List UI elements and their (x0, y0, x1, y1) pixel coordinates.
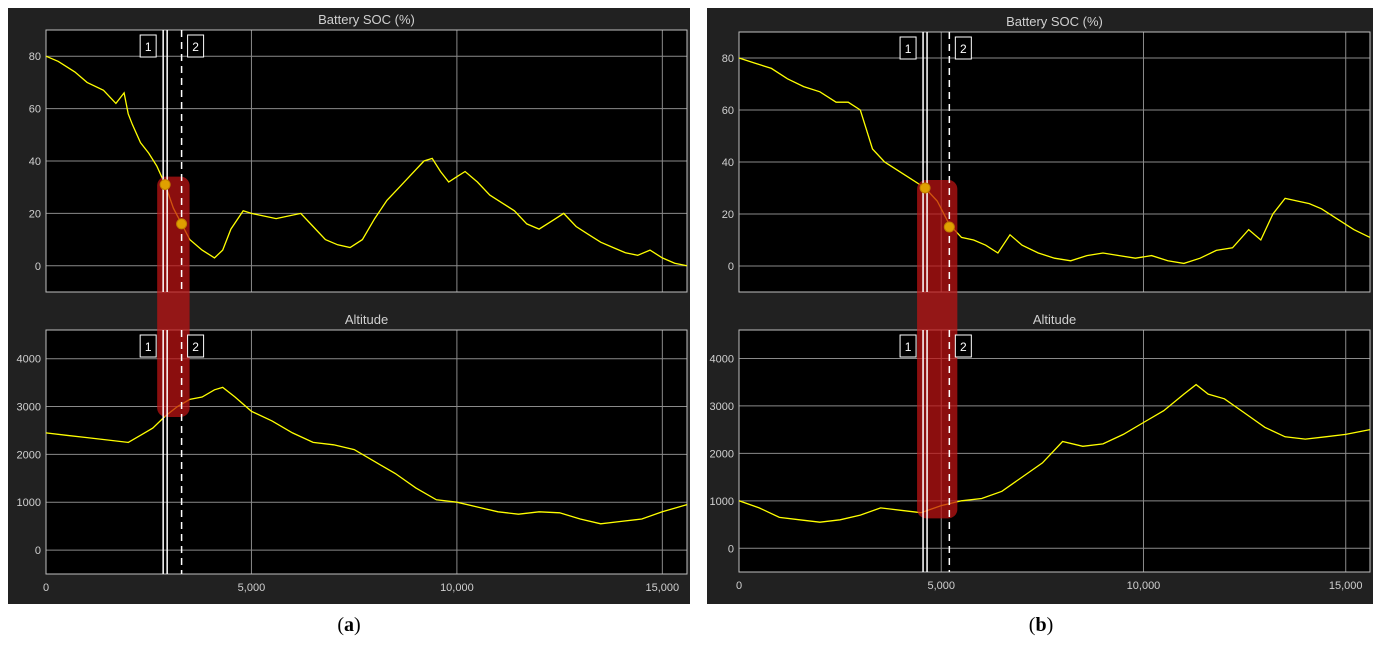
top-y-tick-label: 20 (722, 209, 734, 221)
caption-b-open: ( (1028, 614, 1036, 636)
bottom-y-tick-label: 2000 (710, 448, 734, 460)
highlight-band (157, 176, 190, 417)
top-y-tick-label: 40 (722, 157, 734, 169)
cursor-2-label-box (954, 36, 972, 60)
top-series-line (738, 57, 1371, 265)
x-tick-label: 0 (43, 582, 49, 594)
cursor-1-label: 1 (905, 42, 912, 56)
top-y-tick-label: 0 (35, 261, 41, 273)
cursor-2-label: 2 (960, 42, 967, 56)
top-chart-title: Battery SOC (%) (1006, 14, 1103, 29)
caption-b-letter: b (1035, 614, 1047, 636)
cursor-2-label-box (187, 334, 205, 358)
top-y-tick-label: 60 (29, 104, 41, 116)
bottom-y-tick-label: 2000 (17, 449, 41, 461)
top-y-tick-label: 0 (728, 261, 734, 273)
cursor-2-label-box (954, 334, 972, 358)
caption-b: (b) (1011, 614, 1071, 637)
caption-a-letter: a (344, 614, 354, 636)
caption-a: (a) (319, 614, 379, 637)
top-series-line (45, 55, 688, 267)
bottom-y-tick-label: 1000 (17, 497, 41, 509)
bottom-y-tick-label: 4000 (17, 354, 41, 366)
cursor-2-label: 2 (192, 340, 199, 354)
top-y-tick-label: 80 (29, 51, 41, 63)
caption-a-close: ) (354, 614, 361, 636)
cursor-2-marker (176, 218, 188, 230)
bottom-y-tick-label: 1000 (710, 496, 734, 508)
top-plot-frame (45, 29, 688, 293)
cursor-1-label-box (899, 36, 917, 60)
bottom-y-tick-label: 4000 (710, 353, 734, 365)
caption-b-close: ) (1046, 614, 1054, 636)
cursor-1-label-box (139, 334, 157, 358)
cursor-2-marker (943, 221, 955, 233)
x-tick-label: 15,000 (646, 582, 680, 594)
cursor-2-label-box (187, 34, 205, 58)
top-y-tick-label: 80 (722, 53, 734, 65)
caption-a-open: ( (337, 614, 344, 636)
top-chart-title: Battery SOC (%) (318, 12, 415, 27)
top-y-tick-label: 20 (29, 208, 41, 220)
bottom-chart-title: Altitude (1033, 312, 1076, 327)
bottom-plot-frame (45, 329, 688, 575)
cursor-1-label: 1 (145, 340, 152, 354)
cursor-1-label: 1 (905, 340, 912, 354)
cursor-1-label-box (139, 34, 157, 58)
figure-panel-a: 0 20 40 60 80 Battery SOC (%) 0 1000 2000 3000 400… (8, 8, 690, 604)
cursor-2-label: 2 (192, 40, 199, 54)
cursor-1-marker (159, 179, 171, 191)
x-tick-label: 15,000 (1329, 580, 1363, 592)
bottom-series-line (738, 383, 1371, 523)
figure-panel-b: 0 20 40 60 80 Battery SOC (%) 0 1000 2000 3000 400… (707, 8, 1373, 604)
cursor-1-label-box (899, 334, 917, 358)
x-tick-label: 5,000 (238, 582, 266, 594)
cursor-1-label: 1 (145, 40, 152, 54)
top-y-tick-label: 60 (722, 105, 734, 117)
bottom-y-tick-label: 0 (35, 545, 41, 557)
bottom-y-tick-label: 0 (728, 543, 734, 555)
bottom-plot-frame (738, 329, 1371, 573)
bottom-plot-area (46, 330, 687, 574)
cursor-1-marker (919, 182, 931, 194)
bottom-y-tick-label: 3000 (710, 401, 734, 413)
bottom-chart-title: Altitude (345, 312, 388, 327)
bottom-series-line (45, 386, 688, 525)
cursor-2-label: 2 (960, 340, 967, 354)
top-y-tick-label: 40 (29, 156, 41, 168)
x-tick-label: 10,000 (1127, 580, 1161, 592)
x-tick-label: 10,000 (440, 582, 474, 594)
x-tick-label: 5,000 (927, 580, 955, 592)
top-plot-frame (738, 31, 1371, 293)
bottom-y-tick-label: 3000 (17, 402, 41, 414)
x-tick-label: 0 (736, 580, 742, 592)
